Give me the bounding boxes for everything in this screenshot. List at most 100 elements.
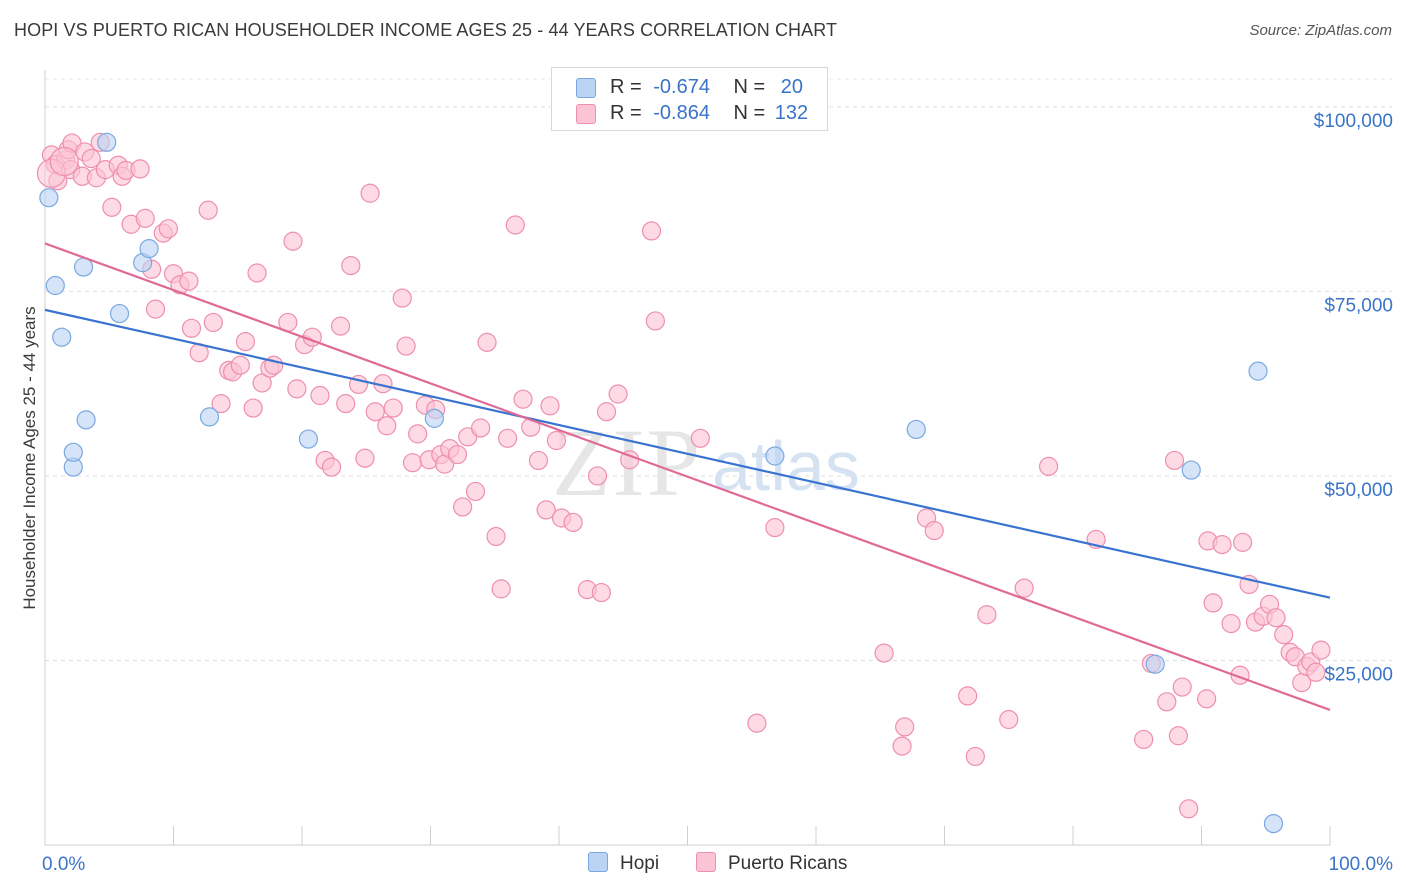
trend-line-puerto-ricans [44, 242, 1331, 711]
data-point-puerto-ricans [1221, 613, 1241, 634]
bottom-legend-label-hopi: Hopi [620, 853, 660, 874]
legend-r-label: R = [610, 102, 642, 124]
data-point-puerto-ricans [1157, 692, 1177, 712]
data-point-hopi [39, 188, 59, 208]
data-point-puerto-ricans [321, 457, 342, 477]
data-point-puerto-ricans [181, 318, 202, 338]
data-point-puerto-ricans [645, 311, 665, 331]
data-point-puerto-ricans [1014, 578, 1034, 598]
data-point-puerto-ricans [1164, 450, 1185, 471]
watermark-atlas: atlas [712, 427, 860, 505]
data-point-puerto-ricans [477, 332, 497, 352]
data-point-puerto-ricans [1266, 608, 1286, 628]
data-point-hopi [1263, 813, 1284, 834]
data-point-puerto-ricans [252, 373, 272, 393]
data-point-puerto-ricans [1203, 593, 1223, 613]
data-point-puerto-ricans [355, 448, 375, 468]
data-point-puerto-ricans [924, 520, 944, 541]
data-point-puerto-ricans [528, 450, 549, 471]
data-point-puerto-ricans [1179, 799, 1199, 819]
data-point-puerto-ricans [402, 453, 423, 473]
data-point-hopi [109, 303, 130, 324]
data-point-puerto-ricans [1172, 677, 1192, 697]
data-point-puerto-ricans [498, 428, 518, 448]
data-point-puerto-ricans [1168, 726, 1188, 746]
data-point-puerto-ricans [377, 416, 397, 436]
x-tick-label-max: 100.0% [1329, 854, 1394, 875]
data-point-puerto-ricans [892, 736, 912, 756]
data-point-puerto-ricans [1197, 689, 1217, 709]
watermark: ZIP atlas [552, 409, 860, 516]
data-point-puerto-ricans [396, 336, 416, 356]
data-point-puerto-ricans [491, 579, 511, 599]
data-point-hopi [97, 132, 117, 152]
legend-n-value-puerto-ricans: 132 [774, 102, 809, 124]
data-point-puerto-ricans [235, 332, 256, 352]
legend-r-value-puerto-ricans: -0.864 [653, 102, 710, 124]
data-point-puerto-ricans [287, 379, 307, 399]
data-point-hopi [1248, 361, 1268, 381]
chart-title: HOPI VS PUERTO RICAN HOUSEHOLDER INCOME … [14, 20, 838, 40]
data-point-hopi [765, 446, 785, 466]
data-point-puerto-ricans [447, 444, 468, 465]
data-point-puerto-ricans [179, 271, 199, 291]
data-point-puerto-ricans [505, 215, 525, 235]
tick-labels: $25,000 $50,000 $75,000 $100,000 0.0% 100.0% [42, 111, 1393, 875]
data-point-puerto-ricans [247, 263, 267, 283]
data-point-puerto-ricans [486, 526, 506, 547]
data-point-puerto-ricans [596, 402, 617, 422]
y-tick-label: $75,000 [1324, 295, 1393, 316]
data-point-puerto-ricans [243, 398, 263, 418]
data-point-hopi [45, 275, 65, 296]
y-tick-label: $100,000 [1314, 111, 1393, 132]
data-point-puerto-ricans [563, 512, 583, 533]
data-point-puerto-ricans [536, 500, 556, 520]
correlation-legend: R = -0.674 N = 20 R = -0.864 N = 132 [551, 67, 828, 131]
y-tick-label: $25,000 [1324, 664, 1393, 685]
legend-r-label: R = [610, 76, 642, 98]
data-point-puerto-ricans [895, 717, 915, 737]
data-point-puerto-ricans [365, 402, 385, 422]
data-point-hopi [424, 408, 444, 428]
legend-swatch-hopi [576, 78, 596, 98]
legend-swatch-puerto-ricans [576, 104, 596, 124]
data-point-puerto-ricans [408, 424, 428, 444]
data-point-puerto-ricans [158, 219, 178, 239]
data-point-puerto-ricans [336, 394, 356, 414]
data-point-puerto-ricans [965, 746, 985, 767]
data-point-puerto-ricans [874, 643, 894, 663]
data-point-puerto-ricans [513, 389, 533, 409]
data-point-puerto-ricans [977, 605, 997, 625]
data-point-puerto-ricans [958, 686, 978, 706]
data-point-puerto-ricans [1306, 662, 1326, 682]
data-point-puerto-ricans [608, 384, 628, 404]
legend-n-label: N = [733, 76, 766, 98]
data-point-puerto-ricans [546, 430, 567, 451]
data-point-puerto-ricans [747, 713, 767, 733]
data-point-hopi [139, 239, 159, 259]
data-point-puerto-ricans [641, 221, 662, 241]
trend-lines [44, 242, 1331, 711]
data-point-hopi [76, 410, 96, 430]
data-point-puerto-ricans [1134, 729, 1154, 750]
bottom-legend-hopi: Hopi [588, 852, 659, 875]
data-point-puerto-ricans [135, 208, 155, 228]
data-point-puerto-ricans [1038, 456, 1059, 476]
x-tick-label-min: 0.0% [42, 854, 85, 875]
data-point-puerto-ricans [591, 582, 612, 603]
data-point-puerto-ricans [540, 396, 560, 416]
data-point-puerto-ricans [465, 481, 486, 502]
data-point-hopi [52, 327, 72, 347]
chart-source: Source: ZipAtlas.com [1249, 22, 1392, 39]
bottom-legend-swatch-hopi [588, 852, 608, 872]
data-point-puerto-ricans [341, 255, 361, 276]
legend-n-value-hopi: 20 [780, 76, 804, 98]
data-point-hopi [298, 429, 319, 449]
y-tick-label: $50,000 [1324, 480, 1393, 501]
data-point-puerto-ricans [453, 497, 473, 517]
data-point-hopi [906, 419, 926, 440]
data-point-puerto-ricans [203, 312, 223, 333]
data-point-hopi [1181, 460, 1201, 480]
data-point-puerto-ricans [690, 428, 710, 448]
